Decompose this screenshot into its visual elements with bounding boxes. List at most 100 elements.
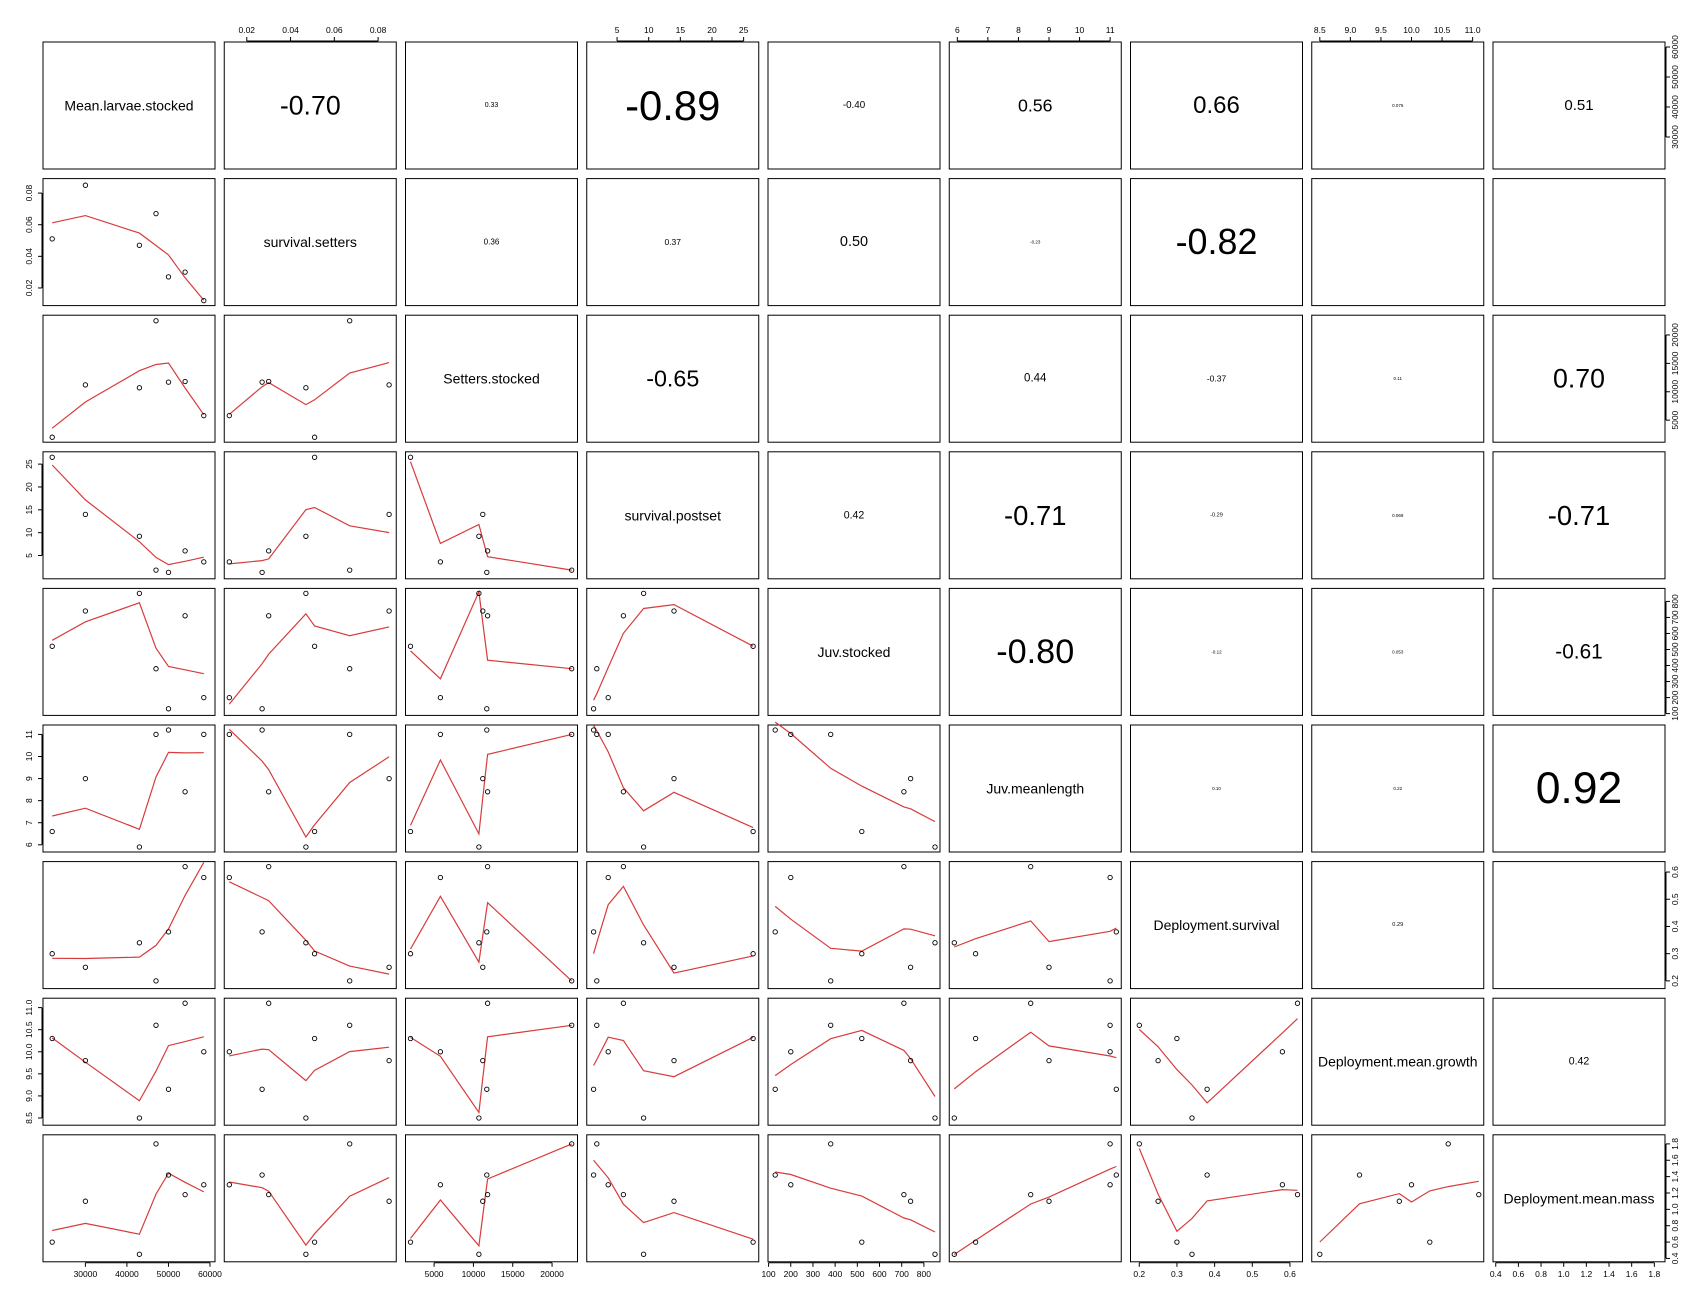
data-point	[165, 706, 172, 712]
data-point	[347, 567, 353, 573]
correlation-value: 0.70	[1553, 364, 1605, 394]
tick-label: 5000	[1670, 410, 1680, 429]
scatter-panel-r8-c7	[1311, 1134, 1485, 1263]
scatter-panel-r8-c3	[586, 1134, 760, 1263]
data-point	[201, 694, 207, 701]
variable-label: Mean.larvae.stocked	[64, 98, 193, 114]
tick-label: 200	[784, 1269, 798, 1279]
data-point	[480, 775, 486, 782]
lowess-line	[51, 464, 204, 566]
data-point	[605, 731, 611, 738]
data-point	[303, 590, 309, 597]
correlation-value: 0.10	[1212, 786, 1221, 791]
data-point	[311, 828, 318, 835]
correlation-panel-r1-c8	[1492, 178, 1666, 307]
tick-label: 15	[676, 25, 686, 35]
data-point	[82, 1057, 89, 1064]
data-point	[407, 951, 414, 957]
correlation-panel-r4-c5	[948, 587, 1122, 716]
tick-label: 0.02	[24, 279, 34, 296]
lowess-line	[409, 895, 573, 982]
correlation-value: 0.42	[1569, 1056, 1590, 1068]
tick-label: 10.0	[24, 1043, 34, 1060]
scatter-panel-r7-c3	[586, 997, 760, 1126]
data-point	[1028, 1191, 1034, 1198]
data-point	[1189, 1251, 1195, 1257]
scatter-panel-r2-c0	[42, 314, 216, 443]
data-point	[347, 1022, 353, 1028]
data-point	[480, 1057, 486, 1064]
correlation-panel-r2-c3	[586, 314, 760, 443]
data-point	[569, 978, 575, 984]
data-point	[1445, 1141, 1451, 1147]
data-point	[226, 412, 232, 419]
lowess-line	[954, 920, 1117, 948]
data-point	[259, 1086, 265, 1092]
data-point	[772, 1172, 778, 1178]
diagonal-panel-r7-c7	[1311, 997, 1485, 1126]
data-point	[311, 454, 318, 460]
data-point	[671, 608, 677, 614]
data-point	[311, 1035, 318, 1042]
data-point	[201, 731, 207, 738]
scatter-panel-r3-c2	[405, 451, 578, 580]
data-point	[620, 1000, 627, 1006]
tick-label: 9.0	[24, 1090, 34, 1102]
correlation-value: -0.61	[1555, 640, 1602, 663]
data-point	[1294, 1000, 1301, 1006]
correlation-value: -0.29	[1210, 512, 1223, 518]
tick-label: 10000	[1670, 380, 1680, 404]
tick-label: 7	[24, 820, 34, 825]
data-point	[951, 940, 957, 946]
tick-label: 10.5	[1434, 25, 1451, 35]
data-point	[640, 1115, 647, 1121]
data-point	[136, 242, 143, 248]
correlation-panel-r1-c5	[948, 178, 1122, 307]
tick-label: 1.6	[1670, 1154, 1680, 1166]
data-point	[266, 378, 272, 385]
data-point	[671, 964, 677, 970]
scatter-panel-r5-c4	[767, 724, 941, 853]
correlation-value: -0.65	[646, 366, 699, 392]
data-point	[437, 694, 444, 701]
data-point	[772, 727, 778, 733]
data-point	[407, 454, 414, 460]
data-point	[1046, 964, 1052, 970]
scatter-panel-r4-c3	[586, 587, 760, 716]
data-point	[484, 863, 491, 870]
correlation-panel-r1-c7	[1311, 178, 1485, 307]
data-point	[1204, 1172, 1210, 1178]
tick-label: 8.5	[24, 1112, 34, 1124]
data-point	[620, 613, 627, 619]
tick-label: 100	[761, 1269, 775, 1279]
data-point	[932, 940, 938, 946]
tick-label: 800	[1670, 594, 1680, 608]
lowess-line	[953, 1165, 1117, 1255]
data-point	[788, 731, 794, 738]
lowess-line	[774, 1029, 936, 1097]
data-point	[226, 1049, 232, 1055]
lowess-line	[774, 905, 936, 952]
correlation-value: 0.42	[844, 509, 865, 521]
correlation-panel-r0-c4	[767, 41, 941, 170]
data-point	[386, 775, 392, 782]
data-point	[859, 1035, 865, 1042]
data-point	[226, 731, 232, 738]
data-point	[750, 1035, 756, 1042]
data-point	[266, 1191, 272, 1198]
data-point	[828, 731, 834, 738]
data-point	[136, 1115, 143, 1121]
data-point	[750, 951, 756, 957]
data-point	[136, 940, 143, 946]
correlation-panel-r5-c6	[1130, 724, 1303, 853]
data-point	[1046, 1057, 1052, 1064]
correlation-panel-r7-c8	[1492, 997, 1666, 1126]
data-point	[259, 1172, 265, 1178]
data-point	[347, 731, 353, 738]
correlation-panel-r2-c4	[767, 314, 941, 443]
data-point	[901, 1191, 907, 1198]
correlation-panel-r0-c2	[405, 41, 578, 170]
scatter-panel-r8-c0	[42, 1134, 216, 1263]
tick-label: 15000	[501, 1269, 525, 1279]
